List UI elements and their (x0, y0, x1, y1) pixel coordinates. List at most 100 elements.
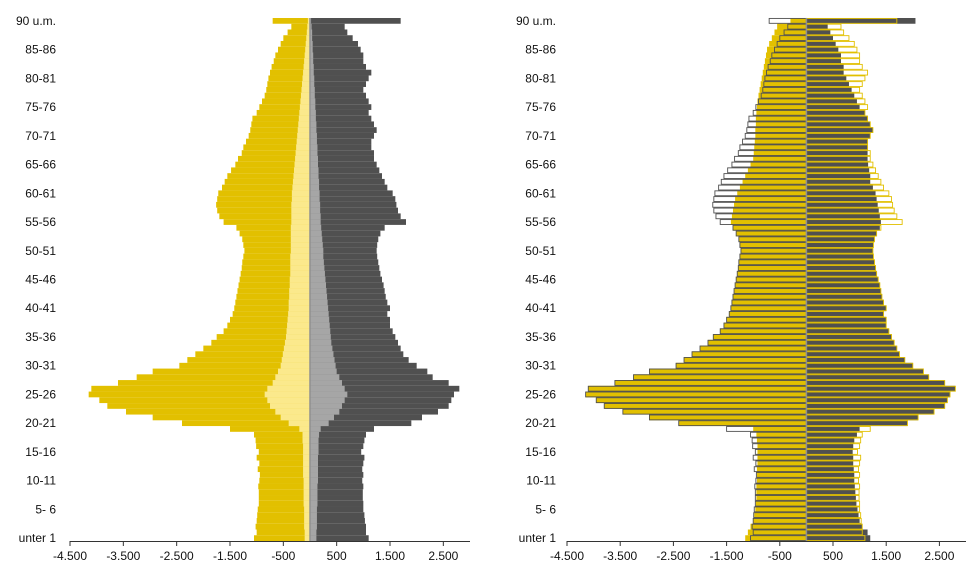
right-fill-bar-20 (806, 420, 908, 427)
right-fill-bar-22 (806, 408, 935, 415)
left-total-bar-3 (256, 518, 310, 524)
y-tick-label-17: 85-86 (525, 43, 556, 57)
left-inner-bar-84 (304, 52, 310, 59)
left-total-bar-68 (243, 144, 310, 151)
left-total-bar-48 (242, 259, 310, 266)
right-inner-bar-52 (310, 236, 323, 243)
right-inner-bar-49 (310, 253, 324, 260)
right-fill-bar-78 (806, 86, 852, 93)
right-inner-bar-79 (310, 81, 315, 87)
right-inner-bar-6 (310, 500, 318, 507)
right-inner-bar-13 (310, 460, 318, 467)
right-total-bar-83 (310, 58, 364, 64)
left-inner-bar-49 (290, 253, 310, 260)
right-total-bar-21 (310, 414, 422, 421)
right-inner-bar-76 (310, 98, 316, 105)
left-inner-bar-47 (290, 265, 310, 271)
right-total-bar-57 (310, 207, 398, 214)
right-inner-bar-57 (310, 207, 321, 214)
right-inner-bar-30 (310, 362, 336, 369)
left-fill-bar-84 (765, 52, 807, 59)
left-inner-bar-1 (304, 529, 310, 536)
left-total-bar-54 (236, 224, 310, 231)
right-total-bar-90 (310, 18, 401, 24)
right-total-bar-75 (310, 104, 372, 110)
right-inner-bar-85 (310, 46, 313, 53)
left-total-bar-35 (216, 334, 310, 340)
right-total-bar-36 (310, 328, 393, 335)
left-total-bar-8 (258, 489, 310, 496)
right-total-bar-39 (310, 311, 388, 317)
x-tick-label-0: -4.500 (550, 549, 584, 563)
right-fill-bar-75 (806, 104, 860, 110)
left-total-bar-44 (238, 282, 310, 289)
right-fill-bar-67 (806, 150, 868, 156)
right-total-bar-43 (310, 288, 385, 294)
left-total-bar-75 (259, 104, 310, 110)
left-fill-bar-76 (757, 98, 807, 105)
left-total-bar-76 (262, 98, 310, 105)
right-inner-bar-58 (310, 201, 321, 208)
right-inner-bar-1 (310, 529, 317, 536)
right-total-bar-26 (310, 385, 460, 392)
left-total-bar-25 (88, 391, 310, 398)
left-total-bar-77 (264, 92, 310, 99)
left-total-bar-20 (182, 420, 310, 427)
left-fill-bar-3 (753, 518, 807, 524)
right-inner-bar-67 (310, 150, 318, 156)
left-total-bar-66 (238, 155, 310, 162)
right-total-bar-20 (310, 420, 412, 427)
left-total-bar-71 (250, 127, 310, 133)
right-inner-bar-22 (310, 408, 340, 415)
left-fill-bar-79 (760, 81, 807, 87)
left-inner-bar-89 (307, 23, 310, 30)
right-inner-bar-7 (310, 495, 318, 501)
left-total-bar-90 (272, 18, 310, 24)
left-total-bar-9 (258, 483, 310, 490)
left-inner-bar-20 (288, 420, 310, 427)
left-fill-bar-87 (771, 35, 807, 41)
right-inner-bar-44 (310, 282, 326, 289)
left-fill-bar-28 (633, 374, 807, 381)
right-fill-bar-59 (806, 196, 877, 202)
left-inner-bar-75 (299, 104, 310, 110)
left-fill-bar-68 (754, 144, 807, 151)
left-fill-bar-42 (732, 293, 807, 300)
left-inner-bar-66 (295, 155, 310, 162)
x-tick-label-6: 1.500 (375, 549, 405, 563)
right-total-bar-19 (310, 426, 374, 432)
left-total-bar-36 (223, 328, 310, 335)
right-inner-bar-56 (310, 213, 321, 220)
right-fill-bar-57 (806, 207, 879, 214)
left-inner-bar-14 (303, 454, 310, 461)
left-total-bar-59 (217, 196, 310, 202)
left-total-bar-6 (258, 500, 310, 507)
right-fill-bar-0 (806, 535, 871, 541)
left-inner-bar-71 (297, 127, 310, 133)
right-fill-bar-13 (806, 460, 854, 467)
left-inner-bar-0 (304, 535, 310, 541)
left-inner-bar-6 (303, 500, 310, 507)
right-fill-bar-21 (806, 414, 919, 421)
right-inner-bar-8 (310, 489, 318, 496)
right-total-bar-1 (310, 529, 366, 536)
left-total-bar-7 (258, 495, 310, 501)
right-total-bar-89 (310, 23, 345, 30)
right-total-bar-9 (310, 483, 364, 490)
right-fill-bar-55 (806, 219, 881, 225)
x-tick-label-0: -4.500 (53, 549, 87, 563)
right-inner-bar-75 (310, 104, 316, 110)
y-tick-label-16: 80-81 (525, 71, 556, 85)
left-fill-bar-73 (755, 115, 807, 122)
left-inner-bar-33 (283, 345, 310, 352)
left-total-bar-63 (227, 173, 310, 179)
left-inner-bar-26 (267, 385, 310, 392)
left-inner-bar-11 (303, 472, 310, 478)
right-inner-bar-20 (310, 420, 329, 427)
right-total-bar-87 (310, 35, 353, 41)
left-inner-bar-32 (282, 351, 310, 358)
right-total-bar-79 (310, 81, 366, 87)
y-tick-label-7: 35-36 (25, 330, 56, 344)
right-inner-bar-4 (310, 512, 317, 519)
right-total-bar-15 (310, 449, 362, 455)
